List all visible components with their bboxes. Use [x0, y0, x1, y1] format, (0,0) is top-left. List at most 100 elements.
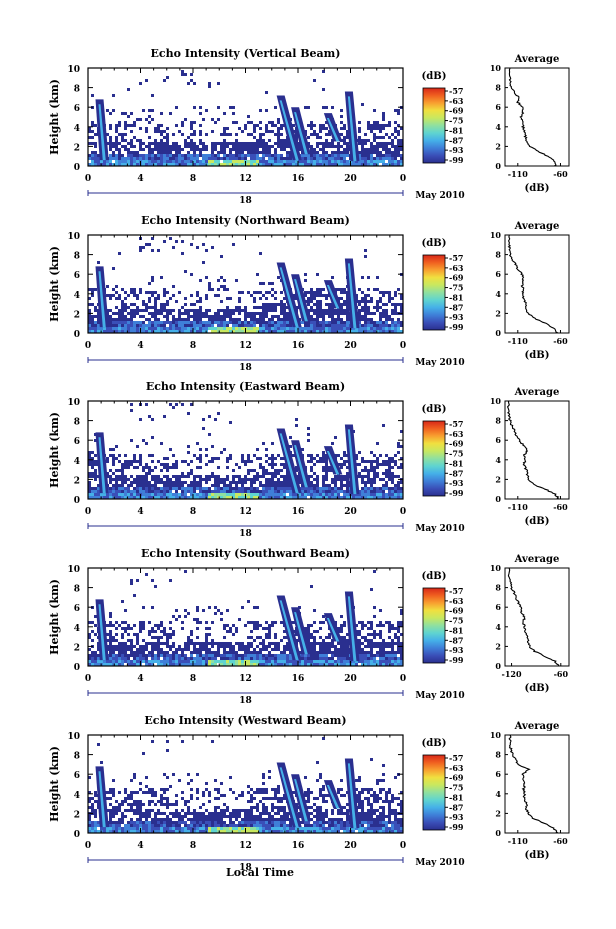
profile-x-tick-label: -110 — [508, 336, 528, 346]
y-tick-label: 10 — [67, 732, 80, 742]
colorbar-tick-label: -57 — [449, 419, 463, 429]
x-tick-label: 16 — [292, 841, 305, 851]
x-tick-label: 16 — [292, 174, 305, 184]
colorbar-tick-label: -69 — [449, 773, 464, 783]
y-tick-label: 4 — [74, 624, 80, 634]
x-tick-label: 8 — [190, 674, 196, 684]
x-tick-label: 0 — [400, 841, 406, 851]
profile-y-tick-label: 10 — [490, 563, 502, 573]
y-tick-label: 6 — [74, 104, 80, 114]
x-tick-label: 0 — [400, 674, 406, 684]
y-tick-label: 2 — [74, 310, 80, 320]
profile-y-tick-label: 8 — [495, 750, 501, 760]
y-tick-label: 0 — [74, 496, 80, 506]
y-tick-label: 8 — [74, 585, 80, 595]
day-label: 18 — [239, 363, 252, 373]
profile-x-label: (dB) — [525, 516, 550, 527]
profile-line — [507, 234, 559, 334]
profile-y-tick-label: 10 — [490, 396, 502, 406]
profile-x-label: (dB) — [525, 350, 550, 361]
colorbar-tick-label: -99 — [449, 155, 464, 165]
heatmap-field — [88, 70, 403, 166]
profile-x-tick-label: -60 — [553, 336, 568, 346]
chart-panel-5: Echo Intensity (Westward Beam) 0 2 4 6 8 10 0 4 8… — [48, 714, 570, 873]
colorbar-tick-label: -75 — [449, 116, 463, 126]
profile-y-tick-label: 2 — [495, 641, 501, 651]
colorbar — [422, 87, 446, 164]
profile-x-tick-label: -120 — [502, 669, 522, 679]
y-tick-label: 0 — [74, 163, 80, 173]
colorbar-unit: (dB) — [422, 404, 447, 415]
profile-y-tick-label: 10 — [490, 730, 502, 740]
colorbar-tick-label: -99 — [449, 822, 464, 832]
x-tick-label: 16 — [292, 507, 305, 517]
profile-line — [508, 67, 557, 167]
colorbar-tick-label: -75 — [449, 449, 463, 459]
profile-y-tick-label: 8 — [495, 583, 501, 593]
chart-panel-4: Echo Intensity (Southward Beam) 0 2 4 6 8 10 0 4… — [48, 547, 570, 706]
profile-y-tick-label: 8 — [495, 416, 501, 426]
colorbar-tick-label: -63 — [449, 263, 464, 273]
profile-y-tick-label: 0 — [495, 661, 501, 671]
colorbar-tick-label: -81 — [449, 125, 463, 135]
y-tick-label: 8 — [74, 752, 80, 762]
profile-y-tick-label: 6 — [495, 602, 501, 612]
profile-x-tick-label: -60 — [554, 669, 569, 679]
x-tick-label: 12 — [239, 841, 252, 851]
colorbar-tick-label: -63 — [449, 596, 464, 606]
colorbar — [422, 587, 446, 664]
y-tick-label: 8 — [74, 85, 80, 95]
profile-y-tick-label: 0 — [495, 828, 501, 838]
y-tick-label: 2 — [74, 810, 80, 820]
profile-y-tick-label: 4 — [495, 789, 501, 799]
profile-y-tick-label: 0 — [495, 161, 501, 171]
profile-y-tick-label: 6 — [495, 269, 501, 279]
y-tick-label: 6 — [74, 604, 80, 614]
colorbar-tick-label: -69 — [449, 273, 464, 283]
day-label: 18 — [239, 196, 252, 206]
day-label: 18 — [239, 696, 252, 706]
x-tick-label: 20 — [344, 174, 357, 184]
profile-y-tick-label: 2 — [495, 808, 501, 818]
y-tick-label: 10 — [67, 565, 80, 575]
y-tick-label: 0 — [74, 663, 80, 673]
day-label: 18 — [239, 863, 252, 873]
y-tick-label: 6 — [74, 271, 80, 281]
profile-title: Average — [514, 721, 560, 732]
colorbar-tick-label: -93 — [449, 312, 464, 322]
x-tick-label: 16 — [292, 341, 305, 351]
x-tick-label: 20 — [344, 341, 357, 351]
heatmap-field — [88, 737, 403, 833]
y-tick-label: 8 — [74, 252, 80, 262]
chart-title: Echo Intensity (Westward Beam) — [144, 714, 346, 727]
profile-y-tick-label: 2 — [495, 474, 501, 484]
colorbar-tick-label: -75 — [449, 616, 463, 626]
colorbar-tick-label: -81 — [449, 292, 463, 302]
profile-x-label: (dB) — [525, 850, 550, 861]
colorbar-tick-label: -57 — [449, 586, 463, 596]
y-tick-label: 10 — [67, 232, 80, 242]
y-tick-label: 4 — [74, 457, 80, 467]
colorbar-tick-label: -93 — [449, 645, 464, 655]
y-tick-label: 2 — [74, 143, 80, 153]
colorbar-tick-label: -63 — [449, 763, 464, 773]
profile-frame — [504, 67, 570, 167]
profile-y-tick-label: 0 — [495, 328, 501, 338]
colorbar-tick-label: -99 — [449, 655, 464, 665]
profile-x-tick-label: -60 — [553, 169, 568, 179]
profile-x-label: (dB) — [525, 683, 550, 694]
profile-title: Average — [514, 554, 560, 565]
x-tick-label: 20 — [344, 674, 357, 684]
profile-y-tick-label: 8 — [495, 250, 501, 260]
x-tick-label: 8 — [190, 341, 196, 351]
y-axis-label: Height (km) — [48, 579, 61, 655]
y-axis-label: Height (km) — [48, 79, 61, 155]
colorbar — [422, 254, 446, 331]
colorbar-tick-label: -93 — [449, 812, 464, 822]
profile-line — [506, 400, 560, 500]
chart-title: Echo Intensity (Northward Beam) — [141, 214, 350, 227]
profile-frame — [504, 400, 570, 500]
colorbar-tick-label: -69 — [449, 439, 464, 449]
colorbar-unit: (dB) — [422, 571, 447, 582]
colorbar-unit: (dB) — [422, 738, 447, 749]
